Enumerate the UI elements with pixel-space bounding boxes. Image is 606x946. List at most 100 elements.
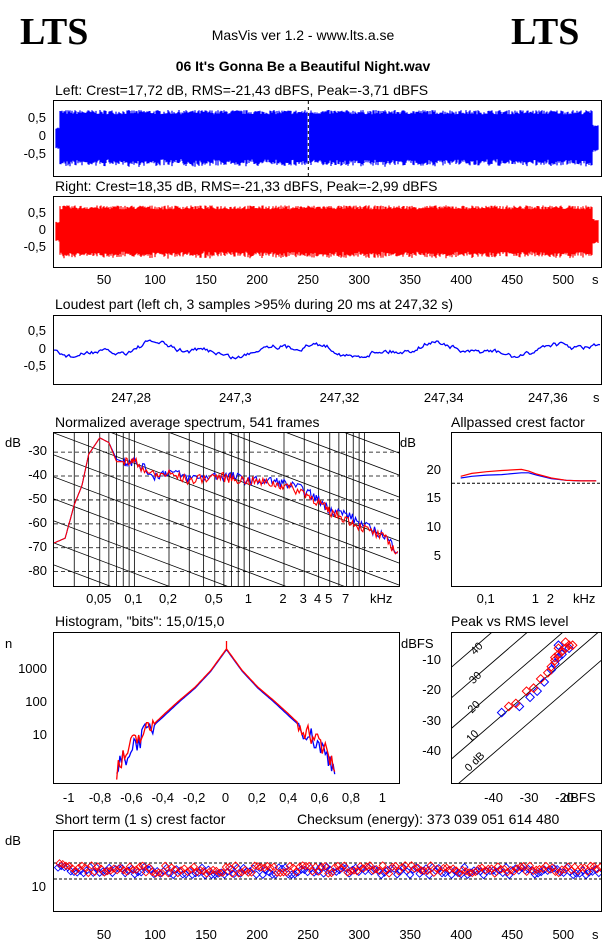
shortterm-right-point bbox=[218, 868, 227, 877]
spectrum-xtick: 0,5 bbox=[204, 591, 223, 606]
right-xaxis-tick: 100 bbox=[144, 272, 166, 287]
shortterm-right-point bbox=[199, 866, 208, 876]
shortterm-right-point bbox=[503, 867, 512, 877]
shortterm-left-point bbox=[575, 869, 584, 878]
shortterm-left-point bbox=[265, 868, 274, 877]
shortterm-right-point bbox=[368, 866, 378, 875]
right-xaxis-tick: 250 bbox=[297, 272, 319, 287]
shortterm-right-point bbox=[560, 865, 570, 874]
histogram-right-line bbox=[116, 647, 336, 780]
shortterm-right-point bbox=[157, 868, 167, 878]
peakrms-diag-label: 40 bbox=[468, 640, 485, 657]
peakrms-diagonal bbox=[452, 633, 528, 698]
peakrms-right-point bbox=[553, 649, 564, 660]
shortterm-right-point bbox=[362, 862, 371, 871]
peakrms-right-point bbox=[553, 643, 564, 654]
shortterm-right-point bbox=[375, 866, 384, 875]
crest-xunit: kHz bbox=[573, 591, 596, 606]
histogram-xtick: 0 bbox=[221, 790, 230, 805]
peakrms-ytick: -20 bbox=[422, 682, 441, 698]
shortterm-right-point bbox=[189, 862, 199, 872]
shortterm-xaxis-tick: 50 bbox=[96, 927, 112, 942]
loudest-plot bbox=[53, 315, 602, 385]
shortterm-right-point bbox=[282, 867, 291, 877]
shortterm-right-point bbox=[490, 869, 499, 878]
shortterm-right-point bbox=[58, 860, 67, 869]
spectrum-diagonal bbox=[54, 454, 399, 586]
spectrum-xtick: 1 bbox=[244, 591, 252, 606]
shortterm-right-point bbox=[212, 866, 221, 876]
shortterm-right-point bbox=[378, 861, 387, 870]
waveform-trace bbox=[55, 205, 599, 259]
shortterm-right-point bbox=[343, 868, 352, 877]
shortterm-left-point bbox=[559, 868, 568, 878]
shortterm-xaxis-unit: s bbox=[592, 927, 599, 942]
shortterm-right-point bbox=[327, 868, 336, 878]
shortterm-right-point bbox=[263, 861, 272, 871]
shortterm-right-point bbox=[512, 864, 522, 873]
shortterm-title: Short term (1 s) crest factor bbox=[55, 811, 226, 827]
right-xaxis-tick: 150 bbox=[195, 272, 217, 287]
checksum-text: Checksum (energy): 373 039 051 614 480 bbox=[297, 811, 560, 827]
shortterm-right-point bbox=[80, 863, 90, 872]
shortterm-right-point bbox=[231, 861, 240, 870]
shortterm-right-point bbox=[208, 865, 218, 875]
shortterm-right-point bbox=[365, 861, 375, 870]
shortterm-xaxis-tick: 450 bbox=[501, 927, 524, 942]
right-waveform-plot bbox=[53, 196, 602, 268]
loudest-xtick: 247,36 bbox=[528, 390, 568, 405]
left-waveform-plot bbox=[53, 100, 602, 177]
peakrms-right-point bbox=[560, 643, 571, 654]
spectrum-ytick: -40 bbox=[28, 467, 47, 483]
shortterm-right-point bbox=[285, 861, 295, 871]
spectrum-xtick: 7 bbox=[341, 591, 350, 606]
shortterm-right-point bbox=[506, 865, 515, 875]
crest-xtick: 2 bbox=[546, 591, 554, 606]
shortterm-right-point bbox=[292, 867, 301, 877]
spectrum-ytick: -50 bbox=[28, 490, 47, 506]
right-xaxis-tick: 500 bbox=[552, 272, 575, 287]
loudest-ytick: 0,5 bbox=[27, 323, 46, 338]
peakrms-ytick: -10 bbox=[422, 651, 441, 667]
shortterm-xaxis-tick: 500 bbox=[552, 927, 575, 942]
shortterm-right-point bbox=[234, 869, 243, 878]
shortterm-right-point bbox=[132, 865, 141, 874]
peakrms-plot: 40 30 20 10 0 dB bbox=[451, 632, 602, 784]
histogram-xtick: 0,4 bbox=[279, 790, 298, 805]
shortterm-right-point bbox=[311, 862, 320, 872]
spectrum-xtick: 2 bbox=[279, 591, 287, 606]
shortterm-xaxis-tick: 150 bbox=[195, 927, 217, 942]
shortterm-right-point bbox=[330, 863, 339, 872]
histogram-xtick: -0,8 bbox=[88, 790, 112, 805]
peakrms-xtick: -40 bbox=[484, 790, 503, 805]
shortterm-right-point bbox=[468, 868, 477, 878]
shortterm-right-point bbox=[423, 866, 432, 876]
right-xaxis-tick: 400 bbox=[450, 272, 473, 287]
shortterm-right-point bbox=[135, 862, 144, 872]
crest-left-line bbox=[460, 472, 597, 482]
shortterm-right-point bbox=[452, 866, 461, 875]
app-title: MasVis ver 1.2 - www.lts.a.se bbox=[211, 27, 395, 43]
shortterm-right-point bbox=[445, 865, 455, 874]
shortterm-left-point bbox=[258, 870, 267, 879]
peakrms-xunit: dBFS bbox=[563, 790, 596, 805]
crest-ytick: 15 bbox=[426, 490, 441, 506]
spectrum-title: Normalized average spectrum, 541 frames bbox=[55, 414, 320, 430]
shortterm-xaxis-tick: 100 bbox=[144, 927, 166, 942]
shortterm-right-point bbox=[119, 865, 128, 875]
shortterm-right-point bbox=[247, 868, 256, 877]
right-ytick: 0,5 bbox=[27, 205, 46, 220]
logo-left: LTS bbox=[20, 11, 89, 53]
shortterm-right-point bbox=[359, 864, 368, 873]
spectrum-ytick: -60 bbox=[28, 514, 47, 530]
peakrms-right-point bbox=[528, 683, 539, 694]
shortterm-right-point bbox=[493, 862, 503, 871]
histogram-ytick: 1000 bbox=[18, 660, 47, 676]
shortterm-right-point bbox=[397, 863, 407, 872]
peakrms-diag-label: 20 bbox=[466, 699, 483, 716]
peakrms-right-point bbox=[557, 646, 567, 657]
shortterm-right-point bbox=[205, 867, 215, 876]
shortterm-left-point bbox=[393, 870, 402, 879]
shortterm-right-point bbox=[583, 867, 592, 876]
spectrum-xtick: 0,05 bbox=[86, 591, 112, 606]
